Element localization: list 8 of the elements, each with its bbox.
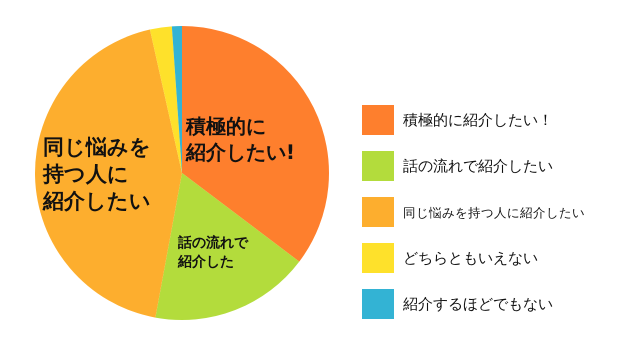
text: 同じ悩みを持つ人に紹介したい <box>42 134 151 216</box>
legend-label: どちらともいえない <box>403 249 538 267</box>
text: 話の流れで紹介した <box>178 234 248 271</box>
text: 積極的に紹介したい! <box>186 112 296 165</box>
legend-label: 話の流れで紹介したい <box>403 157 553 175</box>
legend-label: 紹介するほどでもない <box>402 295 553 313</box>
legend-label: 積極的に紹介したい！ <box>403 111 553 129</box>
legend-label: 同じ悩みを持つ人に紹介したい <box>403 205 585 220</box>
